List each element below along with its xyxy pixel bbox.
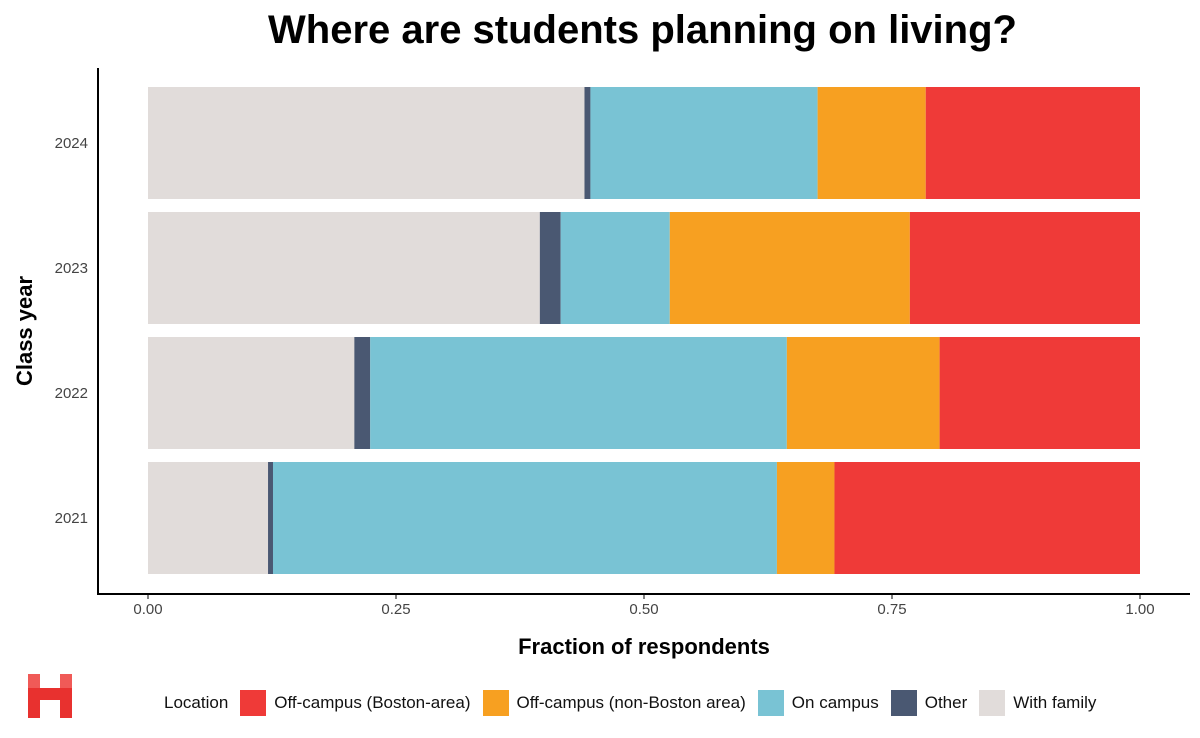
legend-item: With family bbox=[979, 690, 1096, 716]
legend-item: Off-campus (non-Boston area) bbox=[482, 690, 746, 716]
y-tick-label: 2023 bbox=[55, 260, 88, 277]
h-logo-icon bbox=[28, 674, 72, 718]
chart-title: Where are students planning on living? bbox=[268, 8, 1017, 52]
x-tick-label: 1.00 bbox=[1125, 601, 1154, 618]
bar-2022-other bbox=[354, 337, 371, 449]
legend-swatch bbox=[482, 690, 509, 716]
bar-2022-off-campus-boston-area bbox=[939, 337, 1140, 449]
legend-label: With family bbox=[1013, 693, 1097, 712]
x-tick-label: 0.25 bbox=[381, 601, 410, 618]
legend-swatch bbox=[757, 690, 784, 716]
legend: Location Off-campus (Boston-area) Off-cam… bbox=[164, 688, 1108, 718]
bar-2021-with-family bbox=[148, 462, 269, 574]
legend-swatch bbox=[979, 690, 1006, 716]
bar-2024-off-campus-boston-area bbox=[925, 87, 1140, 199]
bar-2023-with-family bbox=[148, 212, 540, 324]
bar-2024-other bbox=[584, 87, 591, 199]
bar-2022-on-campus bbox=[370, 337, 787, 449]
bar-2024-on-campus bbox=[590, 87, 818, 199]
legend-swatch bbox=[890, 690, 917, 716]
y-tick-label: 2021 bbox=[55, 510, 88, 527]
bar-2021-other bbox=[268, 462, 273, 574]
legend-item: Off-campus (Boston-area) bbox=[240, 690, 471, 716]
bar-2021-off-campus-non-boston-area bbox=[776, 462, 835, 574]
bar-2023-other bbox=[539, 212, 561, 324]
bar-2022-off-campus-non-boston-area bbox=[786, 337, 940, 449]
legend-label: Other bbox=[924, 693, 968, 712]
legend-swatch bbox=[240, 690, 267, 716]
x-tick-label: 0.75 bbox=[877, 601, 906, 618]
bar-2022-with-family bbox=[148, 337, 355, 449]
ticks-layer: 2024 2023 2022 2021 0.00 0.25 0.50 0.75 1.00 bbox=[55, 135, 1155, 618]
bars-layer bbox=[148, 87, 1140, 574]
x-axis-title: Fraction of respondents bbox=[518, 634, 770, 659]
y-tick-label: 2024 bbox=[55, 135, 88, 152]
x-tick-label: 0.00 bbox=[133, 601, 162, 618]
legend-item: Other bbox=[890, 690, 968, 716]
legend-label: On campus bbox=[791, 693, 879, 712]
y-axis-title: Class year bbox=[12, 276, 37, 387]
bar-2023-off-campus-non-boston-area bbox=[669, 212, 910, 324]
legend-label: Off-campus (non-Boston area) bbox=[516, 693, 746, 712]
legend-item: On campus bbox=[757, 690, 879, 716]
bar-2021-off-campus-boston-area bbox=[834, 462, 1140, 574]
bar-2024-off-campus-non-boston-area bbox=[817, 87, 926, 199]
bar-2021-on-campus bbox=[272, 462, 777, 574]
x-tick-label: 0.50 bbox=[629, 601, 658, 618]
y-tick-label: 2022 bbox=[55, 385, 88, 402]
legend-label: Off-campus (Boston-area) bbox=[274, 693, 471, 712]
bar-2023-on-campus bbox=[560, 212, 670, 324]
legend-title: Location bbox=[164, 693, 229, 712]
bar-2024-with-family bbox=[148, 87, 585, 199]
bar-2023-off-campus-boston-area bbox=[909, 212, 1140, 324]
